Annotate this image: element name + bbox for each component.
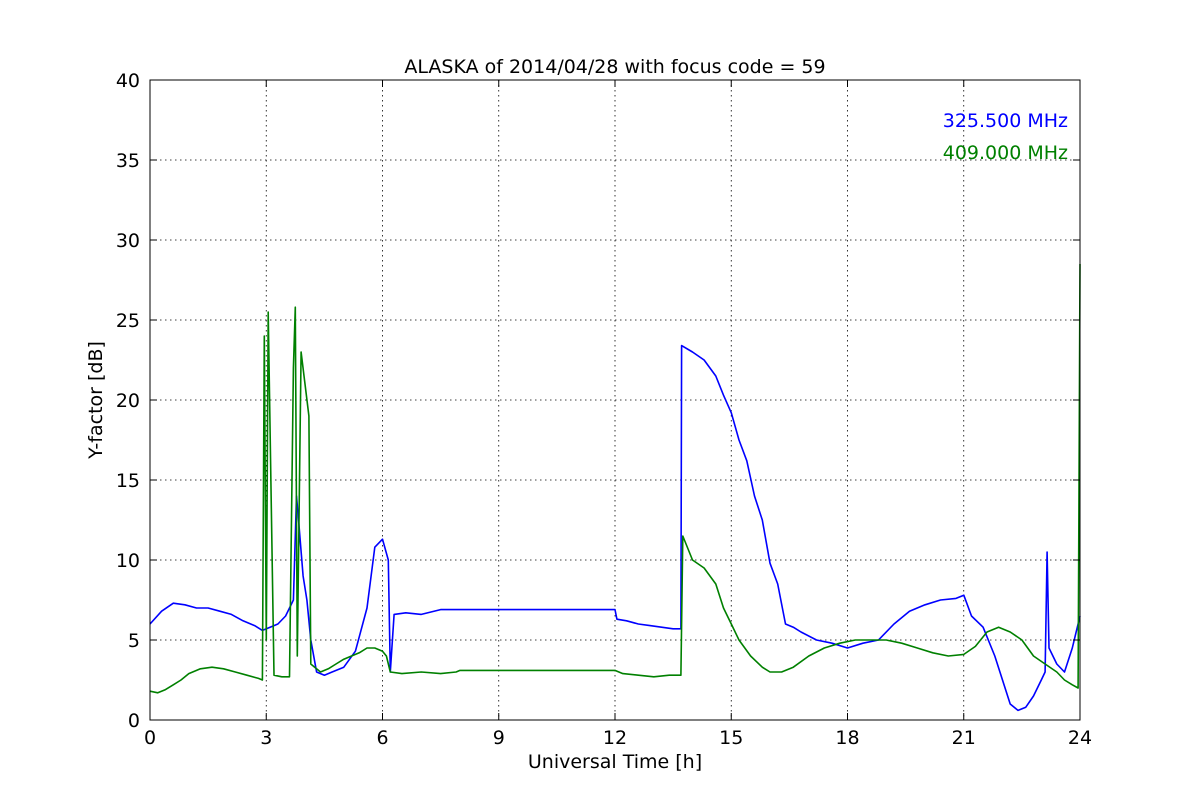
y-tick-label: 20 — [116, 390, 140, 412]
series-line-2 — [149, 263, 1081, 694]
x-tick-label: 12 — [603, 727, 627, 749]
x-tick-label: 24 — [1068, 727, 1092, 749]
y-tick-label: 30 — [116, 230, 140, 252]
x-tick-label: 3 — [260, 727, 272, 749]
grid — [150, 80, 1080, 720]
y-tick-label: 0 — [128, 710, 140, 732]
x-tick-label: 21 — [952, 727, 976, 749]
chart-title: ALASKA of 2014/04/28 with focus code = 5… — [404, 56, 825, 78]
x-axis-title: Universal Time [h] — [528, 751, 702, 773]
y-tick-label: 15 — [116, 470, 140, 492]
y-tick-label: 40 — [116, 70, 140, 92]
x-tick-label: 0 — [144, 727, 156, 749]
series-lines — [149, 263, 1081, 712]
ticks: 0 3 6 9 12 15 18 21 24 0 5 10 15 20 25 30 35 40 — [116, 70, 1092, 749]
y-tick-label: 10 — [116, 550, 140, 572]
x-tick-label: 15 — [719, 727, 743, 749]
x-tick-label: 18 — [835, 727, 859, 749]
legend: 325.500 MHz 409.000 MHz — [943, 110, 1068, 164]
y-tick-label: 25 — [116, 310, 140, 332]
x-tick-label: 6 — [376, 727, 388, 749]
y-tick-label: 35 — [116, 150, 140, 172]
y-axis-title: Y-factor [dB] — [85, 341, 107, 460]
y-tick-label: 5 — [128, 630, 140, 652]
legend-entry-1: 325.500 MHz — [943, 110, 1068, 132]
x-tick-label: 9 — [493, 727, 505, 749]
legend-entry-2: 409.000 MHz — [943, 142, 1068, 164]
